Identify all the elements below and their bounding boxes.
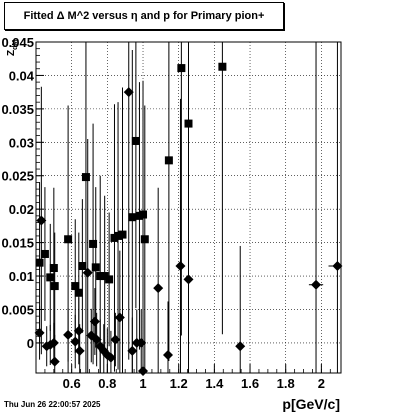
diamond-marker [153,283,164,294]
diamond-marker [136,337,147,348]
diamond-marker [105,352,116,363]
x-tick-label: 2 [318,376,325,391]
diamond-marker [175,261,186,272]
square-marker [50,282,59,291]
square-marker [118,230,127,239]
y-tick-label: 0.045 [1,35,34,50]
square-marker [100,272,109,281]
y-tick-label: 0.03 [9,135,34,150]
x-tick-label: 1 [139,376,146,391]
square-marker [131,136,140,145]
square-marker [218,62,227,71]
square-marker [81,173,90,182]
diamond-marker [49,356,60,367]
y-tick-label: 0 [27,336,34,351]
y-tick-label: 0.035 [1,102,34,117]
x-tick-label: 1.2 [170,376,188,391]
diamond-marker [82,267,93,278]
square-marker [105,275,114,284]
diamond-marker [127,345,138,356]
square-marker [96,272,105,281]
x-axis-label: p[GeV/c] [282,396,340,412]
square-marker [164,156,173,165]
square-marker [139,210,148,219]
data-markers [34,62,343,376]
square-marker [71,282,80,291]
x-tick-label: 0.6 [63,376,81,391]
diamond-marker [34,327,45,338]
square-marker [46,273,55,282]
square-marker [128,213,137,222]
y-tick-label: 0.01 [9,269,34,284]
diamond-marker [73,325,84,336]
x-tick-label: 0.8 [98,376,116,391]
diamond-marker [48,337,59,348]
diamond-marker [74,345,85,356]
y-tick-label: 0.025 [1,169,34,184]
square-marker [114,231,123,240]
y-tick-label: 0.015 [1,236,34,251]
square-marker [177,64,186,73]
diamond-marker [91,334,102,345]
diamond-marker [70,336,81,347]
diamond-marker [311,279,322,290]
diamond-marker [36,215,47,226]
square-marker [64,235,73,244]
timestamp-footer: Thu Jun 26 22:00:57 2025 [4,400,101,409]
y-axis-label: ZdM [6,39,19,56]
diamond-marker [110,334,121,345]
diamond-marker [63,329,74,340]
chart-title: Fitted Δ M^2 versus η and p for Primary … [4,2,284,30]
square-marker [91,263,100,272]
square-marker [78,262,87,271]
square-marker [184,119,193,128]
x-tick-label: 1.6 [241,376,259,391]
square-marker [49,264,58,273]
diamond-marker [332,261,343,272]
diamond-marker [123,87,134,98]
square-marker [74,288,83,297]
diamond-marker [183,274,194,285]
square-marker [140,235,149,244]
square-marker [89,239,98,248]
y-tick-label: 0.005 [1,302,34,317]
diamond-marker [138,365,149,376]
diamond-marker [162,349,173,360]
x-tick-label: 1.4 [205,376,224,391]
y-tick-label: 0.02 [9,202,34,217]
square-marker [35,258,44,267]
square-marker [40,249,49,258]
diamond-marker [235,341,246,352]
y-axis: 0 0.005 0.01 0.015 0.02 0.025 0.03 0.035 0.04 0.0… [1,35,44,351]
diamond-marker [114,312,125,323]
y-tick-label: 0.04 [9,68,35,83]
diamond-marker [89,316,100,327]
x-tick-label: 1.8 [277,376,295,391]
